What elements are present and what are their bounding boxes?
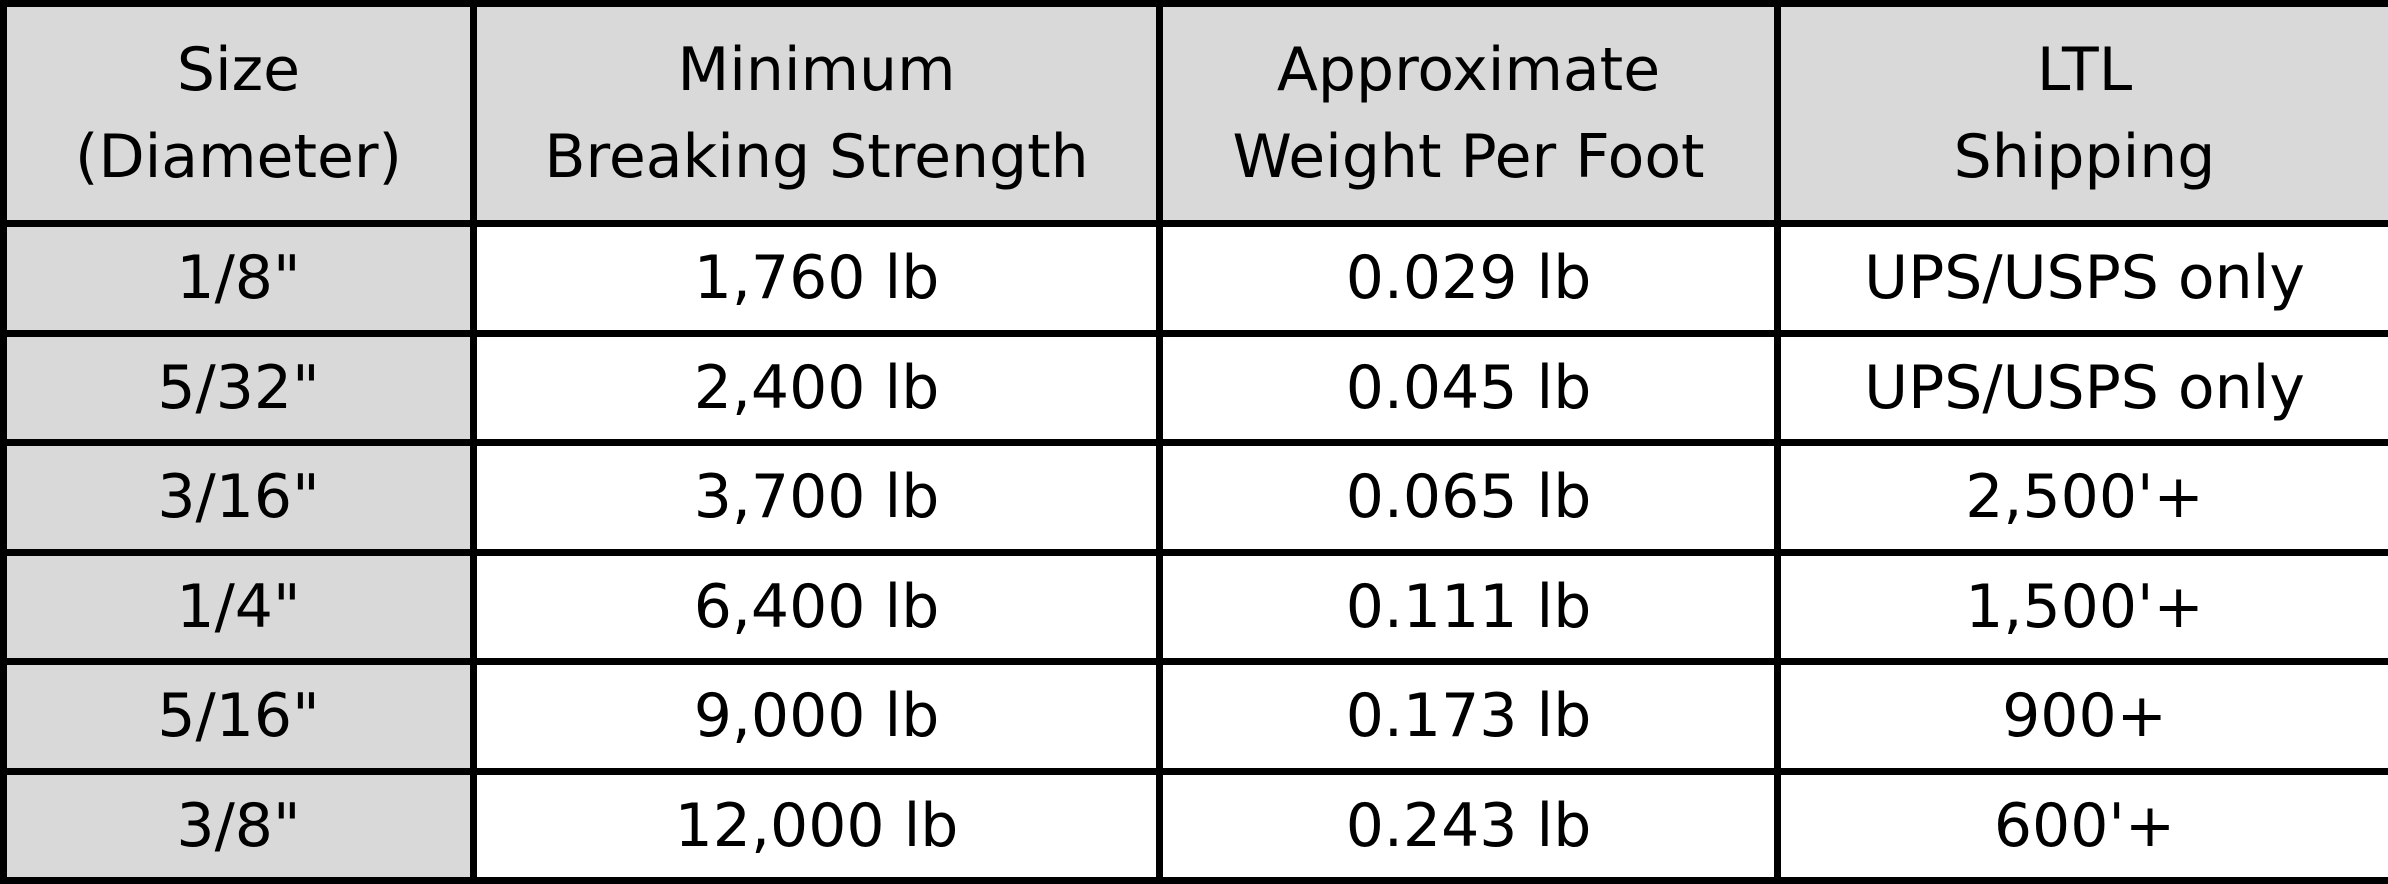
table-row: 5/16" 9,000 lb 0.173 lb 900+ xyxy=(0,658,2388,775)
table-row: 3/16" 3,700 lb 0.065 lb 2,500'+ xyxy=(0,439,2388,556)
table-cell: UPS/USPS only xyxy=(1774,220,2388,337)
header-text: (Diameter) xyxy=(75,121,402,192)
table-cell: 5/32" xyxy=(0,329,477,446)
table-cell: 3/16" xyxy=(0,439,477,556)
header-text: Approximate xyxy=(1276,34,1661,105)
table-cell: 0.065 lb xyxy=(1156,439,1781,556)
table-cell: 12,000 lb xyxy=(470,767,1163,884)
table-cell: 0.111 lb xyxy=(1156,548,1781,665)
header-text: LTL xyxy=(2036,34,2133,105)
header-text: Minimum xyxy=(677,34,956,105)
table-row: 5/32" 2,400 lb 0.045 lb UPS/USPS only xyxy=(0,329,2388,446)
header-text: Breaking Strength xyxy=(544,121,1089,192)
table-cell: 9,000 lb xyxy=(470,658,1163,775)
table-cell: 0.173 lb xyxy=(1156,658,1781,775)
table-cell: 0.029 lb xyxy=(1156,220,1781,337)
header-row: Size (Diameter) Minimum Breaking Strength Ap… xyxy=(0,0,2388,227)
table-cell: 5/16" xyxy=(0,658,477,775)
table-body: 1/8" 1,760 lb 0.029 lb UPS/USPS only 5/32" 2,… xyxy=(0,220,2388,884)
table-cell: 1/4" xyxy=(0,548,477,665)
table-cell: 1,760 lb xyxy=(470,220,1163,337)
header-text: Weight Per Foot xyxy=(1232,121,1705,192)
table-row: 3/8" 12,000 lb 0.243 lb 600'+ xyxy=(0,767,2388,884)
table-cell: 2,500'+ xyxy=(1774,439,2388,556)
table-cell: 1/8" xyxy=(0,220,477,337)
table-cell: 6,400 lb xyxy=(470,548,1163,665)
table-row: 1/8" 1,760 lb 0.029 lb UPS/USPS only xyxy=(0,220,2388,337)
table-cell: 0.045 lb xyxy=(1156,329,1781,446)
header-text: Size xyxy=(176,34,301,105)
table-cell: 900+ xyxy=(1774,658,2388,775)
header-cell: Approximate Weight Per Foot xyxy=(1156,0,1781,227)
table-cell: UPS/USPS only xyxy=(1774,329,2388,446)
header-cell: LTL Shipping xyxy=(1774,0,2388,227)
table-cell: 3/8" xyxy=(0,767,477,884)
header-cell: Minimum Breaking Strength xyxy=(470,0,1163,227)
header-text: Shipping xyxy=(1953,121,2216,192)
header-cell: Size (Diameter) xyxy=(0,0,477,227)
table-cell: 600'+ xyxy=(1774,767,2388,884)
table-cell: 3,700 lb xyxy=(470,439,1163,556)
table-cell: 1,500'+ xyxy=(1774,548,2388,665)
table-row: 1/4" 6,400 lb 0.111 lb 1,500'+ xyxy=(0,548,2388,665)
table-cell: 2,400 lb xyxy=(470,329,1163,446)
table-cell: 0.243 lb xyxy=(1156,767,1781,884)
